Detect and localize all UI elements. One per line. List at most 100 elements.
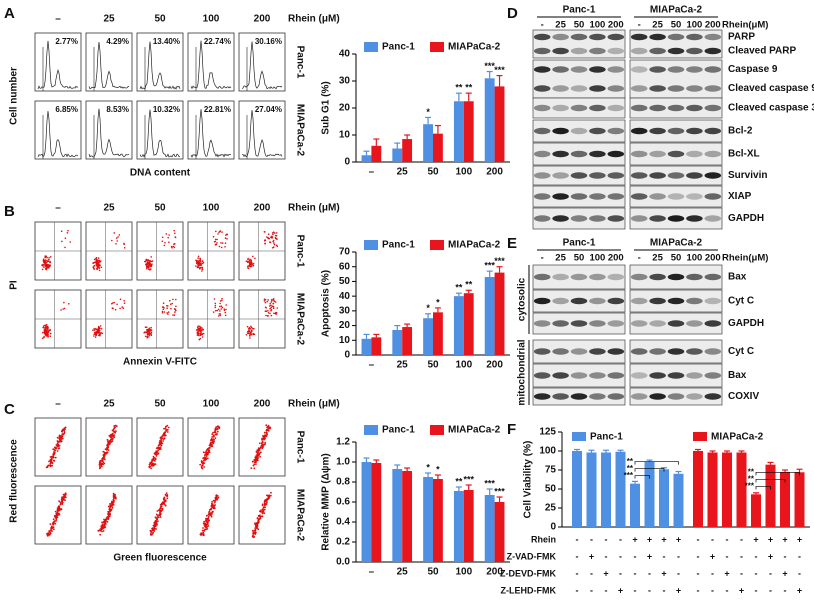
treatment-sign: - — [590, 534, 593, 544]
event-dot — [54, 446, 57, 449]
x-tick-label: 200 — [486, 567, 503, 578]
band — [704, 150, 722, 158]
significance: *** — [484, 61, 495, 71]
event-dot — [59, 503, 62, 506]
bar — [794, 472, 805, 527]
bar — [494, 272, 505, 355]
legend-swatch — [430, 42, 444, 52]
event-dot — [269, 302, 272, 305]
bar — [392, 148, 403, 162]
panel-letter: D — [507, 5, 518, 22]
event-dot — [219, 302, 221, 305]
band — [649, 66, 666, 73]
percentage: 30.16% — [255, 37, 282, 46]
lane-label: 200 — [608, 20, 624, 31]
event-dot — [63, 428, 65, 430]
event-dot — [197, 265, 199, 267]
treatment-label: Z-VAD-FMK — [507, 551, 557, 561]
y-tick-label: 20 — [339, 103, 351, 114]
event-dot — [199, 257, 201, 260]
legend-label: Panc-1 — [382, 42, 415, 53]
event-dot — [104, 519, 106, 522]
event-dot — [212, 311, 215, 313]
treatment-sign: - — [605, 551, 608, 561]
histogram — [241, 41, 283, 90]
bar — [463, 101, 474, 162]
event-dot — [274, 236, 277, 239]
band — [552, 193, 569, 200]
event-dot — [195, 259, 197, 262]
event-dot — [160, 507, 162, 509]
treatment-sign: - — [663, 551, 666, 561]
band — [589, 104, 606, 112]
histogram — [139, 41, 181, 90]
event-dot — [252, 262, 255, 265]
band — [570, 47, 588, 55]
lane-label: 25 — [652, 253, 663, 264]
event-dot — [265, 429, 268, 432]
treatment-sign: - — [740, 551, 743, 561]
event-dot — [214, 431, 217, 433]
event-dot — [249, 258, 251, 261]
event-dot — [149, 261, 151, 264]
event-dot — [95, 332, 97, 335]
event-dot — [215, 494, 218, 496]
event-dot — [150, 467, 153, 470]
event-dot — [167, 311, 170, 313]
column-header: – — [55, 203, 61, 214]
event-dot — [198, 338, 201, 341]
band — [552, 85, 569, 92]
event-dot — [198, 262, 200, 265]
protein-label: Cleaved PARP — [728, 46, 797, 57]
event-dot — [54, 522, 57, 525]
event-dot — [48, 258, 50, 261]
event-dot — [208, 451, 211, 454]
event-dot — [202, 261, 205, 264]
band — [667, 85, 685, 92]
event-dot — [195, 265, 197, 267]
blot — [532, 363, 626, 388]
event-dot — [93, 335, 95, 337]
event-dot — [150, 256, 152, 258]
event-dot — [221, 306, 224, 309]
event-dot — [106, 448, 109, 451]
band — [607, 372, 625, 379]
event-dot — [205, 524, 208, 526]
event-dot — [263, 443, 266, 446]
column-header: 50 — [154, 399, 166, 410]
band — [570, 372, 588, 379]
event-dot — [147, 333, 149, 336]
treatment-sign: - — [619, 551, 622, 561]
band — [607, 215, 625, 222]
event-dot — [210, 514, 212, 517]
event-dot — [53, 528, 55, 531]
event-dot — [59, 438, 62, 441]
event-dot — [173, 314, 176, 316]
event-dot — [199, 329, 202, 332]
legend-swatch — [572, 432, 586, 441]
event-dot — [175, 298, 177, 301]
event-dot — [253, 463, 256, 466]
event-dot — [97, 330, 100, 333]
percentage: 2.77% — [55, 37, 78, 46]
event-dot — [204, 528, 206, 531]
bar — [484, 495, 495, 562]
event-dot — [210, 505, 213, 508]
treatment-label: Z-LEHD-FMK — [501, 585, 557, 595]
event-dot — [147, 266, 150, 269]
event-dot — [98, 529, 101, 532]
event-dot — [200, 263, 202, 265]
event-dot — [101, 530, 103, 533]
band — [649, 172, 666, 179]
band — [533, 215, 551, 222]
event-dot — [150, 329, 153, 331]
legend-swatch — [364, 425, 378, 435]
event-dot — [160, 510, 162, 513]
event-dot — [215, 498, 218, 501]
y-tick-label: 60 — [339, 261, 351, 272]
histogram — [88, 108, 130, 158]
event-dot — [201, 464, 204, 467]
bar — [484, 78, 495, 162]
event-dot — [49, 329, 51, 332]
